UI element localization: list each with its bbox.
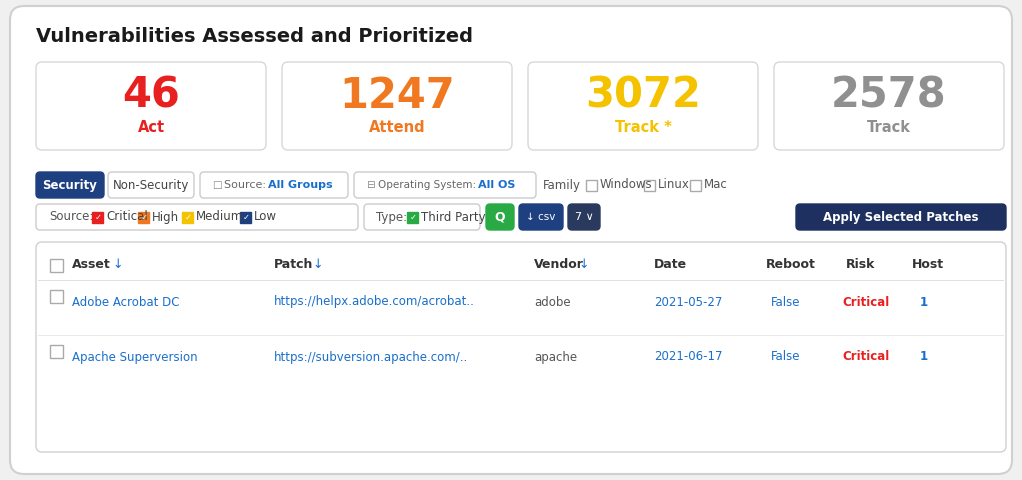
Text: apache: apache	[535, 350, 577, 363]
Text: 1: 1	[920, 350, 928, 363]
Text: Critical: Critical	[842, 350, 889, 363]
Text: https://subversion.apache.com/..: https://subversion.apache.com/..	[274, 350, 468, 363]
Text: Patch: Patch	[274, 257, 314, 271]
Text: Source:: Source:	[49, 211, 93, 224]
Text: 46: 46	[122, 75, 180, 117]
Text: Apply Selected Patches: Apply Selected Patches	[824, 211, 979, 224]
Text: 3072: 3072	[585, 75, 701, 117]
Text: Security: Security	[43, 179, 97, 192]
FancyBboxPatch shape	[528, 62, 758, 150]
Bar	[50, 345, 63, 358]
Text: 2578: 2578	[831, 75, 946, 117]
Text: ✓: ✓	[243, 213, 250, 221]
Bar	[38, 280, 1004, 281]
Text: Track *: Track *	[614, 120, 671, 135]
FancyBboxPatch shape	[519, 204, 563, 230]
Text: Act: Act	[137, 120, 165, 135]
Text: 1247: 1247	[339, 75, 455, 117]
Text: Type:: Type:	[376, 211, 407, 224]
FancyBboxPatch shape	[486, 204, 514, 230]
FancyBboxPatch shape	[796, 204, 1006, 230]
Text: ↓: ↓	[312, 257, 323, 271]
Text: Vulnerabilities Assessed and Prioritized: Vulnerabilities Assessed and Prioritized	[36, 26, 473, 46]
Text: Mac: Mac	[704, 179, 728, 192]
Text: Low: Low	[254, 211, 277, 224]
FancyBboxPatch shape	[108, 172, 194, 198]
Bar	[182, 212, 193, 223]
Text: □: □	[212, 180, 222, 190]
Text: ✓: ✓	[185, 213, 192, 221]
Text: ✓: ✓	[410, 213, 417, 221]
Text: ⊟: ⊟	[366, 180, 375, 190]
Text: 2021-05-27: 2021-05-27	[654, 296, 723, 309]
FancyBboxPatch shape	[10, 6, 1012, 474]
Text: ✓: ✓	[141, 213, 148, 221]
Bar	[38, 335, 1004, 336]
Text: ↓: ↓	[578, 257, 589, 271]
Text: ↓: ↓	[112, 257, 123, 271]
Bar	[50, 290, 63, 303]
Bar	[138, 212, 149, 223]
FancyBboxPatch shape	[354, 172, 536, 198]
Text: Third Party: Third Party	[421, 211, 485, 224]
Text: Date: Date	[654, 257, 687, 271]
Text: Critical: Critical	[106, 211, 148, 224]
FancyBboxPatch shape	[36, 242, 1006, 452]
Text: Host: Host	[912, 257, 944, 271]
FancyBboxPatch shape	[282, 62, 512, 150]
Text: Windows: Windows	[600, 179, 653, 192]
FancyBboxPatch shape	[774, 62, 1004, 150]
Text: Q: Q	[495, 211, 505, 224]
Text: Family: Family	[543, 179, 580, 192]
Text: Vendor: Vendor	[535, 257, 584, 271]
Text: Attend: Attend	[369, 120, 425, 135]
Text: Asset: Asset	[72, 257, 110, 271]
Text: 7 ∨: 7 ∨	[574, 212, 594, 222]
Text: Medium: Medium	[196, 211, 243, 224]
Text: https://helpx.adobe.com/acrobat..: https://helpx.adobe.com/acrobat..	[274, 296, 475, 309]
Text: False: False	[772, 350, 801, 363]
Bar	[586, 180, 597, 191]
Text: Non-Security: Non-Security	[112, 179, 189, 192]
Text: Source:: Source:	[224, 180, 270, 190]
Text: 1: 1	[920, 296, 928, 309]
FancyBboxPatch shape	[364, 204, 480, 230]
Bar	[407, 212, 418, 223]
Text: All OS: All OS	[478, 180, 515, 190]
Bar	[644, 180, 655, 191]
Text: Operating System:: Operating System:	[378, 180, 479, 190]
Text: High: High	[152, 211, 179, 224]
Text: Apache Superversion: Apache Superversion	[72, 350, 197, 363]
FancyBboxPatch shape	[200, 172, 349, 198]
Text: Reboot: Reboot	[766, 257, 816, 271]
Text: Risk: Risk	[846, 257, 876, 271]
FancyBboxPatch shape	[36, 204, 358, 230]
Text: Track: Track	[867, 120, 911, 135]
Text: False: False	[772, 296, 801, 309]
Bar	[50, 259, 63, 272]
Bar	[690, 180, 701, 191]
Text: All Groups: All Groups	[268, 180, 332, 190]
Bar	[92, 212, 103, 223]
Text: 2021-06-17: 2021-06-17	[654, 350, 723, 363]
FancyBboxPatch shape	[36, 62, 266, 150]
Text: ✓: ✓	[95, 213, 102, 221]
Text: ↓ csv: ↓ csv	[526, 212, 556, 222]
FancyBboxPatch shape	[36, 172, 104, 198]
Bar	[240, 212, 251, 223]
Text: Critical: Critical	[842, 296, 889, 309]
Text: adobe: adobe	[535, 296, 570, 309]
Text: Linux: Linux	[658, 179, 690, 192]
FancyBboxPatch shape	[568, 204, 600, 230]
Text: Adobe Acrobat DC: Adobe Acrobat DC	[72, 296, 180, 309]
